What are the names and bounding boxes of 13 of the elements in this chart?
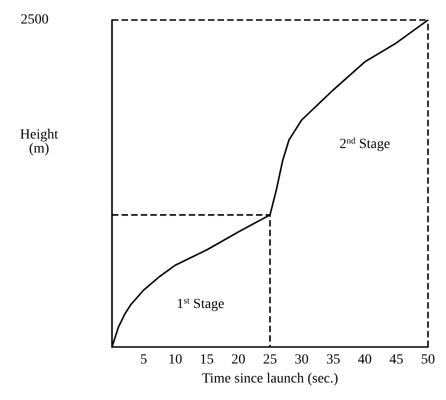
x-axis-title: Time since launch (sec.) — [202, 371, 338, 386]
x-tick-label: 40 — [358, 352, 372, 368]
x-tick-label: 25 — [263, 352, 277, 368]
x-tick-label: 50 — [421, 352, 435, 368]
x-tick-label: 5 — [140, 352, 148, 368]
x-tick-label: 15 — [200, 352, 214, 368]
x-tick-label: 35 — [326, 352, 340, 368]
y-axis-title: Height (m) — [20, 128, 58, 156]
text: 2500 — [20, 12, 49, 28]
x-tick-label: 45 — [389, 352, 404, 368]
x-tick-label: 20 — [231, 352, 246, 368]
x-tick-label: 10 — [168, 352, 182, 368]
x-tick-label: 30 — [294, 352, 309, 368]
